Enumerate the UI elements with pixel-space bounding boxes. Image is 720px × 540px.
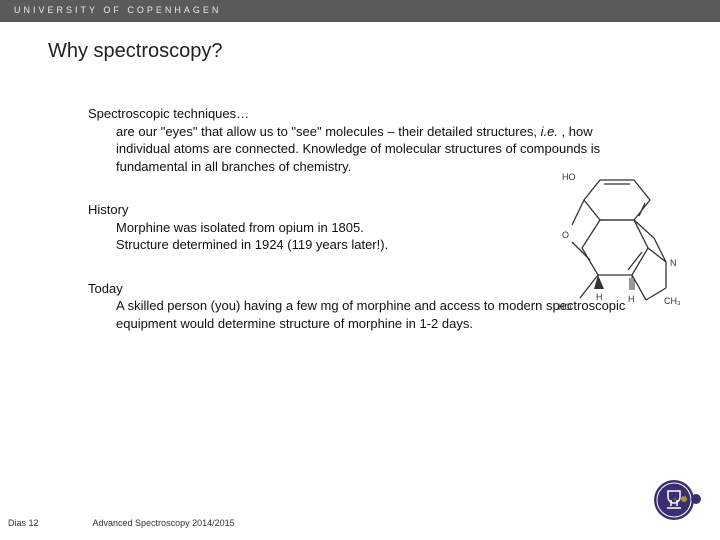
label-n: N <box>670 258 677 268</box>
label-ho: HO <box>562 172 576 182</box>
italic-text: i.e. <box>541 124 558 139</box>
dots-decoration-icon <box>654 492 704 506</box>
text-part: are our "eyes" that allow us to "see" mo… <box>116 124 541 139</box>
course-name: Advanced Spectroscopy 2014/2015 <box>93 518 235 528</box>
label-h2: H <box>596 292 603 302</box>
label-h: H <box>628 294 635 304</box>
university-name: UNIVERSITY OF COPENHAGEN <box>14 5 221 15</box>
label-o: O <box>562 230 569 240</box>
footer: Dias 12 Advanced Spectroscopy 2014/2015 <box>0 518 720 528</box>
page-title: Why spectroscopy? <box>48 40 720 63</box>
header-bar: UNIVERSITY OF COPENHAGEN <box>0 0 720 22</box>
label-ch3: CH₃ <box>664 296 681 306</box>
morphine-structure-icon: HO O HO H H N CH₃ <box>532 170 682 340</box>
section-spectroscopic: Spectroscopic techniques… are our "eyes"… <box>88 105 648 175</box>
label-ho2: HO <box>558 302 572 312</box>
section-head: Spectroscopic techniques… <box>88 105 648 123</box>
section-body: are our "eyes" that allow us to "see" mo… <box>88 123 648 176</box>
slide-number: Dias 12 <box>8 518 39 528</box>
